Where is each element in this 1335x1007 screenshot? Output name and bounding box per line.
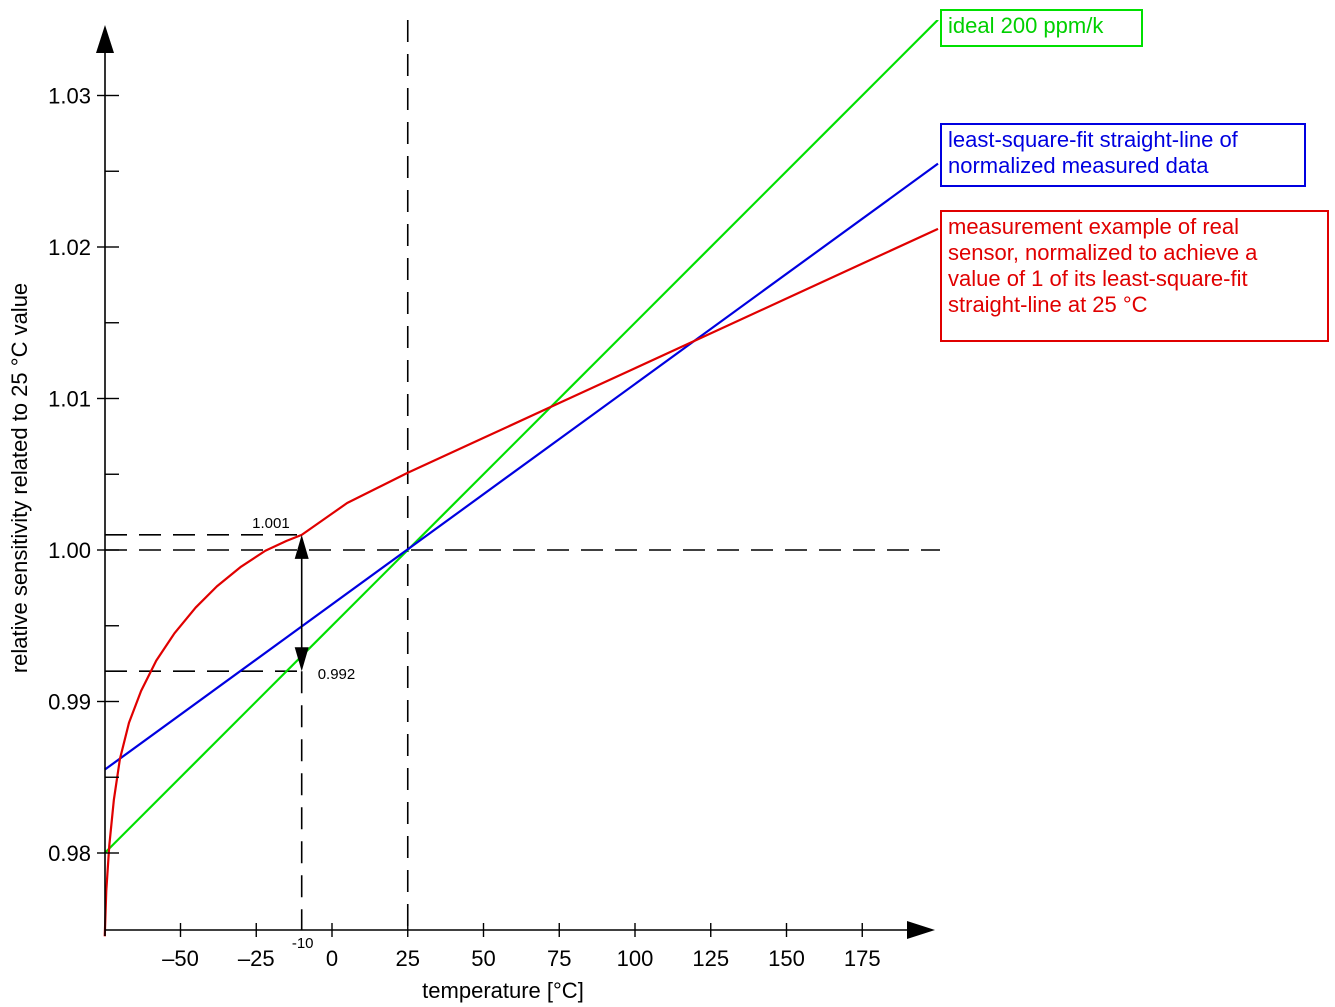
series-line-2	[103, 227, 939, 937]
y-tick-label: 0.98	[48, 841, 91, 866]
annotation-label: 0.992	[318, 666, 356, 683]
x-tick-label: 0	[326, 946, 338, 971]
annotation-label: 1.001	[252, 515, 290, 532]
y-tick-label: 0.99	[48, 690, 91, 715]
series-line-1	[104, 162, 939, 771]
x-axis-arrow	[907, 921, 935, 939]
series-line-0	[103, 20, 939, 854]
series-layer	[103, 20, 939, 937]
reference-lines	[105, 20, 940, 930]
legend-ideal: ideal 200 ppm/k	[940, 9, 1143, 47]
x-tick-label: 175	[844, 946, 881, 971]
x-axis-title: temperature [°C]	[422, 978, 584, 1003]
y-tick-label: 1.02	[48, 235, 91, 260]
x-tick-label: 125	[692, 946, 729, 971]
legend-least-square-fit: least-square-fit straight-line of normal…	[940, 123, 1306, 187]
y-tick-label: 1.00	[48, 538, 91, 563]
x-tick-label: 100	[617, 946, 654, 971]
x-tick-label: 25	[396, 946, 420, 971]
y-tick-label: 1.01	[48, 387, 91, 412]
x-tick-label: 50	[471, 946, 495, 971]
x-tick-label: 150	[768, 946, 805, 971]
span-arrow-head-down	[294, 647, 309, 672]
x-tick-label-extra: -10	[292, 935, 314, 952]
span-arrow-head-up	[294, 534, 309, 559]
annotations: 1.001 0.992	[252, 515, 355, 683]
x-tick-label: 75	[547, 946, 571, 971]
x-tick-label: –50	[162, 946, 199, 971]
y-tick-label: 1.03	[48, 84, 91, 109]
y-axis-title: relative sensitivity related to 25 °C va…	[7, 283, 32, 673]
axes: –50 –25 0 25 50 75 100 125 150 175 -10 0.98 0.99 1.00…	[48, 25, 935, 971]
x-tick-label: –25	[238, 946, 275, 971]
legend-measurement: measurement example of real sensor, norm…	[940, 210, 1329, 342]
y-axis-arrow	[96, 25, 114, 53]
